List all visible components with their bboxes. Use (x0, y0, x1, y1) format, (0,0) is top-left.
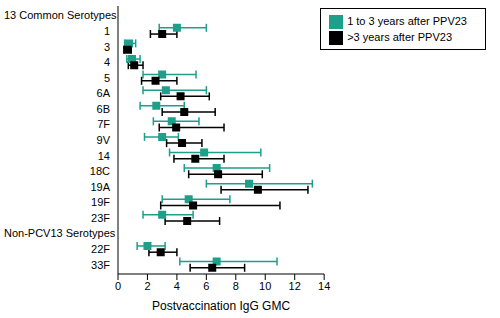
svg-text:19A: 19A (90, 181, 110, 193)
svg-text:8: 8 (233, 280, 239, 292)
svg-text:4: 4 (174, 280, 180, 292)
svg-text:Postvaccination IgG GMC: Postvaccination IgG GMC (152, 299, 290, 313)
svg-text:14: 14 (318, 280, 330, 292)
html-text:1 to 3 years after PPV23: 1 to 3 years after PPV23 (347, 15, 467, 27)
svg-text:6: 6 (203, 280, 209, 292)
svg-text:0: 0 (115, 280, 121, 292)
svg-text:5: 5 (104, 72, 110, 84)
svg-text:9V: 9V (97, 134, 111, 146)
svg-text:18C: 18C (90, 165, 110, 177)
svg-text:1: 1 (104, 25, 110, 37)
svg-text:13 Common Serotypes: 13 Common Serotypes (8, 9, 117, 21)
svg-text:7F: 7F (97, 118, 110, 130)
svg-text:3: 3 (104, 41, 110, 53)
svg-text:10: 10 (259, 280, 271, 292)
svg-text:33F: 33F (91, 259, 110, 271)
svg-text:22F: 22F (91, 243, 110, 255)
svg-text:2: 2 (144, 280, 150, 292)
svg-text:4: 4 (104, 56, 110, 68)
html-text:>3 years after PPV23: >3 years after PPV23 (347, 31, 452, 44)
svg-text:19F: 19F (91, 196, 110, 208)
svg-text:Non-PCV13 Serotypes: Non-PCV13 Serotypes (8, 227, 116, 239)
svg-text:23F: 23F (91, 212, 110, 224)
svg-text:14: 14 (98, 150, 110, 162)
svg-text:12: 12 (289, 280, 301, 292)
svg-text:6B: 6B (97, 103, 110, 115)
svg-text:6A: 6A (97, 87, 111, 99)
